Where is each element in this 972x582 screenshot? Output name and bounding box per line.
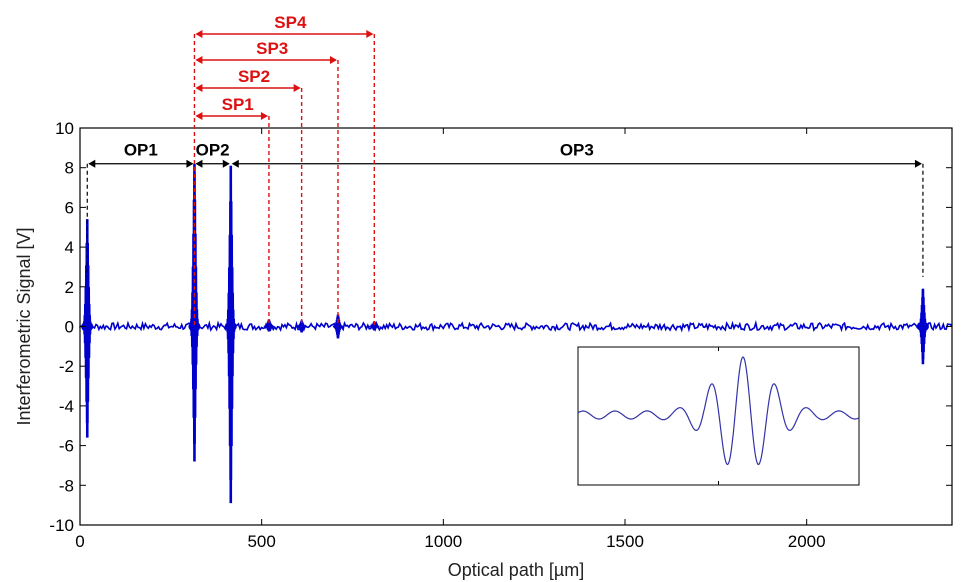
arrow-head [195,30,203,38]
peak-core [81,321,94,332]
signal-peak [224,165,237,504]
op-annotation: OP1 [88,141,194,168]
y-tick-label: 0 [65,318,74,337]
arrow-head [195,56,203,64]
inset-panel [577,346,860,486]
inset-fringe-curve [577,356,860,466]
arrow-head [293,84,301,92]
y-tick-label: 10 [55,119,74,138]
signal-peak [81,219,94,438]
arrow-head [186,159,194,168]
op-label: OP3 [560,141,594,160]
arrow-head [914,159,922,168]
y-tick-label: -8 [59,476,74,495]
y-tick-label: 2 [65,278,74,297]
y-tick-label: -4 [59,397,74,416]
y-tick-label: -6 [59,437,74,456]
arrow-head [195,112,203,120]
x-tick-label: 0 [75,532,84,551]
op-label: OP1 [124,141,158,160]
sp-annotation: SP4 [195,13,375,327]
y-tick-label: -10 [49,516,74,535]
y-tick-label: 6 [65,198,74,217]
annotations-front: OP1 OP2 OP3 SP1 SP2 SP3 SP4 [86,13,924,327]
ticks-layer: 0 500 1000 1500 2000 10 8 6 4 2 0 -2 -4 -6 -8 -10 [49,119,952,551]
sp-annotation: SP2 [195,67,303,327]
arrow-head [329,56,337,64]
peak-core [188,321,201,332]
x-tick-label: 500 [247,532,275,551]
sp-label: SP4 [274,13,307,32]
arrow-head [88,159,96,168]
x-tick-label: 1000 [424,532,462,551]
y-axis-title: Interferometric Signal [V] [14,227,34,425]
signal-peak [916,288,929,365]
peak-core [916,321,929,332]
arrow-head [231,159,239,168]
sp-label: SP2 [238,67,270,86]
op-annotation: OP2 [195,141,230,168]
op-annotation: OP3 [231,141,922,168]
arrow-head [222,159,230,168]
arrow-head [366,30,374,38]
arrow-head [195,84,203,92]
inset-frame [577,346,860,486]
arrow-head [195,159,203,168]
arrow-head [260,112,268,120]
x-axis-title: Optical path [µm] [448,560,584,580]
op-label: OP2 [196,141,230,160]
x-tick-label: 1500 [606,532,644,551]
peak-core [224,321,237,332]
y-tick-label: -2 [59,357,74,376]
signal-baseline [79,319,953,333]
y-tick-label: 4 [65,238,74,257]
sp-label: SP1 [222,95,254,114]
x-tick-label: 2000 [788,532,826,551]
sp-label: SP3 [256,39,288,58]
sp-annotation: SP3 [195,39,339,327]
signal-peak [188,163,201,462]
peak-burst [225,165,237,501]
y-tick-label: 8 [65,159,74,178]
sp-annotation: SP1 [195,95,270,327]
